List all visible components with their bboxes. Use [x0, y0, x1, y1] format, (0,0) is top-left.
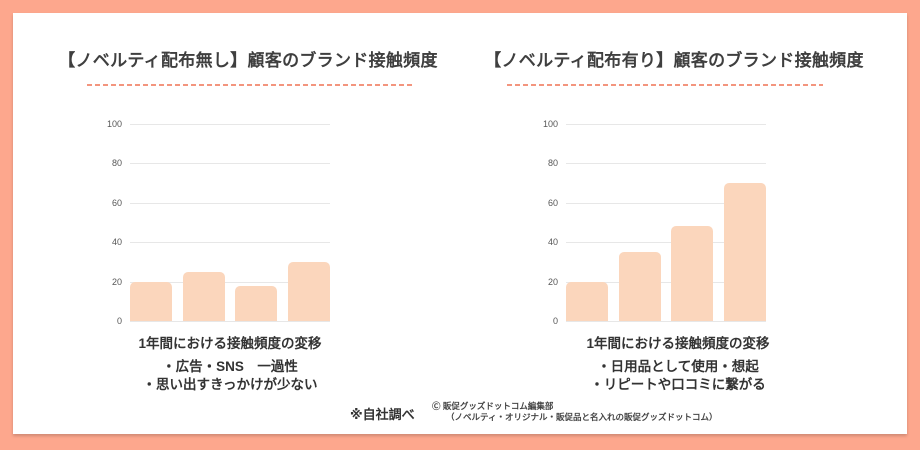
- bar: [287, 261, 330, 321]
- gridline-y0: [130, 321, 330, 322]
- copyright-line: Ⓒ 販促グッズドットコム編集部: [432, 401, 554, 411]
- bar: [566, 281, 608, 321]
- chart-caption-with-novelty: 1年間における接触頻度の変移: [586, 336, 770, 351]
- gridline-y80: [566, 163, 766, 165]
- y-tick-label: 20: [547, 276, 558, 287]
- bullet-list-with-novelty: ・日用品として使用・想起 ・リピートや口コミに繋がる: [528, 358, 828, 394]
- y-tick-label: 100: [542, 119, 558, 129]
- y-tick-label: 40: [111, 237, 122, 248]
- bars: [130, 124, 330, 321]
- bar: [723, 183, 766, 321]
- bar: [671, 226, 714, 321]
- gridline-y60: [130, 202, 330, 204]
- dashed-divider-right: [507, 84, 823, 86]
- bar: [130, 281, 172, 321]
- chart-title-without-novelty: 【ノベルティ配布無し】顧客のブランド接触頻度: [58, 51, 438, 70]
- gridline-y60: [566, 202, 766, 204]
- bar: [235, 285, 278, 321]
- gridline-y20: [130, 281, 330, 283]
- y-tick-label: 80: [547, 158, 558, 169]
- bullet-item: ・思い出すきっかけが少ない: [142, 377, 318, 392]
- gridline-y20: [566, 281, 766, 283]
- plot-area: [130, 124, 330, 322]
- source-note: ※自社調べ: [350, 407, 415, 422]
- y-axis: 0 20 40 60 80 100: [531, 119, 566, 326]
- y-tick-label: 0: [116, 316, 122, 326]
- y-tick-label: 100: [106, 119, 122, 129]
- bullet-item: ・広告・SNS 一過性: [162, 359, 298, 374]
- bars: [566, 124, 766, 321]
- y-axis: 0 20 40 60 80 100: [95, 119, 130, 326]
- gridline-y100: [130, 124, 330, 125]
- copyright-subline: （ノベルティ・オリジナル・販促品と名入れの販促グッズドットコム）: [446, 411, 718, 422]
- chart-title-with-novelty: 【ノベルティ配布有り】顧客のブランド接触頻度: [484, 51, 864, 70]
- gridline-y100: [566, 124, 766, 125]
- y-tick-label: 80: [111, 158, 122, 169]
- chart-caption-without-novelty: 1年間における接触頻度の変移: [138, 336, 322, 351]
- bar-chart-with-novelty: 0 20 40 60 80 100: [531, 119, 766, 326]
- gridline-y40: [566, 242, 766, 244]
- gridline-y0: [566, 321, 766, 322]
- bullet-item: ・日用品として使用・想起: [597, 359, 759, 374]
- y-tick-label: 0: [552, 316, 558, 326]
- bullet-item: ・リピートや口コミに繋がる: [590, 377, 766, 392]
- bullet-list-without-novelty: ・広告・SNS 一過性 ・思い出すきっかけが少ない: [80, 358, 380, 394]
- plot-area: [566, 124, 766, 322]
- content-card: 【ノベルティ配布無し】顧客のブランド接触頻度 【ノベルティ配布有り】顧客のブラン…: [13, 13, 907, 434]
- gridline-y80: [130, 163, 330, 165]
- y-tick-label: 20: [111, 276, 122, 287]
- y-tick-label: 40: [547, 237, 558, 248]
- bar: [618, 252, 661, 321]
- bar: [182, 271, 225, 321]
- y-tick-label: 60: [111, 197, 122, 208]
- dashed-divider-left: [87, 84, 413, 86]
- y-tick-label: 60: [547, 197, 558, 208]
- copyright-note: Ⓒ 販促グッズドットコム編集部 （ノベルティ・オリジナル・販促品と名入れの販促グ…: [432, 401, 718, 422]
- bar-chart-without-novelty: 0 20 40 60 80 100: [95, 119, 330, 326]
- gridline-y40: [130, 242, 330, 244]
